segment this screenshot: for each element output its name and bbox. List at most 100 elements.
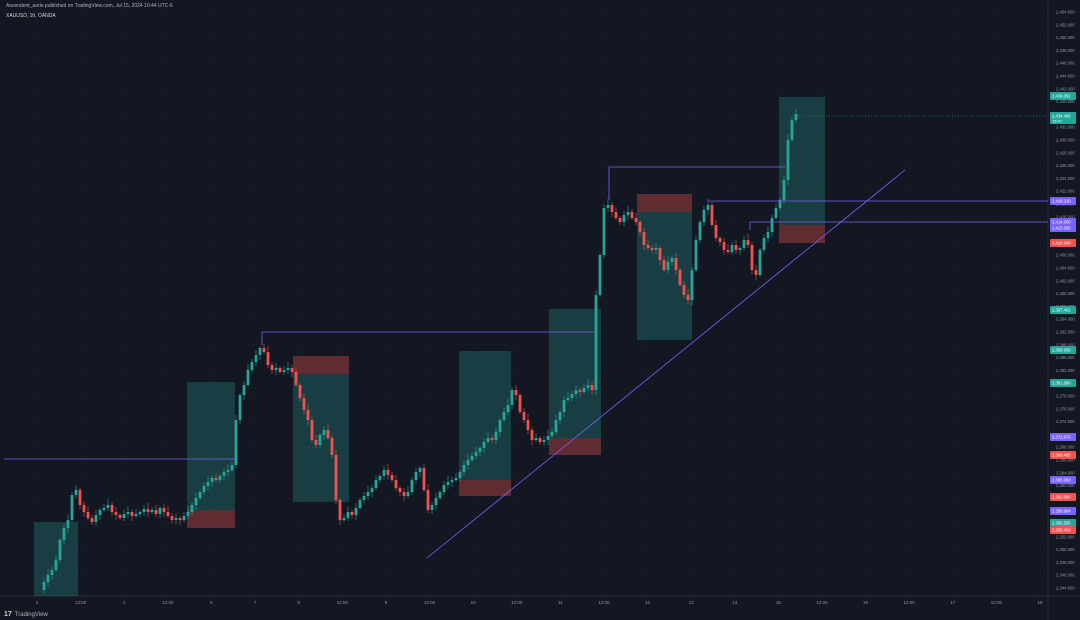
candle-body[interactable] xyxy=(722,242,726,250)
candle-body[interactable] xyxy=(70,495,74,520)
candle-body[interactable] xyxy=(650,248,654,250)
candle-body[interactable] xyxy=(782,180,786,200)
candle-body[interactable] xyxy=(374,480,378,488)
candle-body[interactable] xyxy=(306,410,310,420)
candle-body[interactable] xyxy=(130,512,134,516)
stop-zone[interactable] xyxy=(637,194,692,212)
candle-body[interactable] xyxy=(226,470,230,472)
candle-body[interactable] xyxy=(626,212,630,215)
candle-body[interactable] xyxy=(522,412,526,420)
candle-body[interactable] xyxy=(202,486,206,492)
candle-body[interactable] xyxy=(690,270,694,300)
candle-body[interactable] xyxy=(510,390,514,405)
candle-body[interactable] xyxy=(654,248,658,250)
candle-body[interactable] xyxy=(254,355,258,362)
candle-body[interactable] xyxy=(242,385,246,395)
candle-body[interactable] xyxy=(526,420,530,430)
candle-body[interactable] xyxy=(234,420,238,465)
target-zone[interactable] xyxy=(637,212,692,340)
candle-body[interactable] xyxy=(474,452,478,456)
candle-body[interactable] xyxy=(466,460,470,465)
candle-body[interactable] xyxy=(506,405,510,412)
candle-body[interactable] xyxy=(438,492,442,498)
candle-body[interactable] xyxy=(194,498,198,505)
candle-body[interactable] xyxy=(418,468,422,472)
candle-body[interactable] xyxy=(186,512,190,516)
candle-body[interactable] xyxy=(138,512,142,514)
candle-body[interactable] xyxy=(390,475,394,480)
candle-body[interactable] xyxy=(786,140,790,180)
candle-body[interactable] xyxy=(370,488,374,492)
candle-body[interactable] xyxy=(198,492,202,498)
candle-body[interactable] xyxy=(594,295,598,390)
candle-body[interactable] xyxy=(190,505,194,512)
candle-body[interactable] xyxy=(446,482,450,485)
candle-body[interactable] xyxy=(498,420,502,432)
candle-body[interactable] xyxy=(90,518,94,522)
candle-body[interactable] xyxy=(338,500,342,520)
candle-body[interactable] xyxy=(450,480,454,482)
candle-body[interactable] xyxy=(50,570,54,575)
candle-body[interactable] xyxy=(378,476,382,480)
candle-body[interactable] xyxy=(238,395,242,420)
candle-body[interactable] xyxy=(762,238,766,250)
candle-body[interactable] xyxy=(350,512,354,515)
candle-body[interactable] xyxy=(478,448,482,452)
candle-body[interactable] xyxy=(394,480,398,488)
candle-body[interactable] xyxy=(530,430,534,440)
candle-body[interactable] xyxy=(94,515,98,522)
candle-body[interactable] xyxy=(754,270,758,275)
candle-body[interactable] xyxy=(182,516,186,520)
candle-body[interactable] xyxy=(502,412,506,420)
candle-body[interactable] xyxy=(110,505,114,512)
candle-body[interactable] xyxy=(462,465,466,472)
candle-body[interactable] xyxy=(538,438,542,442)
candle-body[interactable] xyxy=(546,436,550,440)
candle-body[interactable] xyxy=(582,388,586,392)
candle-body[interactable] xyxy=(326,430,330,438)
candle-body[interactable] xyxy=(162,508,166,512)
drawing-lines[interactable] xyxy=(4,115,1048,559)
candle-body[interactable] xyxy=(678,270,682,285)
candle-body[interactable] xyxy=(718,238,722,242)
candle-body[interactable] xyxy=(618,218,622,222)
candle-body[interactable] xyxy=(410,480,414,492)
candle-body[interactable] xyxy=(566,398,570,400)
candle-body[interactable] xyxy=(78,490,82,505)
candle-body[interactable] xyxy=(726,250,730,252)
candle-body[interactable] xyxy=(210,478,214,482)
candle-body[interactable] xyxy=(218,476,222,480)
candle-body[interactable] xyxy=(342,518,346,520)
candle-body[interactable] xyxy=(610,205,614,212)
candle-body[interactable] xyxy=(562,400,566,412)
candle-body[interactable] xyxy=(778,200,782,208)
candle-body[interactable] xyxy=(426,490,430,510)
candle-body[interactable] xyxy=(434,498,438,505)
candle-body[interactable] xyxy=(710,205,714,225)
candle-body[interactable] xyxy=(318,435,322,445)
candle-body[interactable] xyxy=(362,496,366,500)
candle-body[interactable] xyxy=(262,348,266,352)
candle-body[interactable] xyxy=(206,482,210,486)
candle-body[interactable] xyxy=(346,512,350,518)
candle-body[interactable] xyxy=(602,208,606,255)
candle-body[interactable] xyxy=(430,505,434,510)
candle-body[interactable] xyxy=(742,240,746,248)
candle-body[interactable] xyxy=(766,232,770,238)
candle-body[interactable] xyxy=(134,514,138,516)
candle-body[interactable] xyxy=(658,248,662,260)
candle-body[interactable] xyxy=(398,488,402,492)
candle-body[interactable] xyxy=(598,255,602,295)
candle-body[interactable] xyxy=(574,390,578,394)
candle-body[interactable] xyxy=(734,245,738,250)
candle-body[interactable] xyxy=(714,225,718,238)
candle-body[interactable] xyxy=(402,492,406,496)
candle-body[interactable] xyxy=(638,222,642,232)
candle-body[interactable] xyxy=(358,500,362,508)
candle-body[interactable] xyxy=(406,492,410,496)
candle-body[interactable] xyxy=(98,510,102,515)
candle-body[interactable] xyxy=(590,385,594,390)
candle-body[interactable] xyxy=(746,240,750,245)
candle-body[interactable] xyxy=(330,438,334,455)
candle-body[interactable] xyxy=(58,540,62,560)
